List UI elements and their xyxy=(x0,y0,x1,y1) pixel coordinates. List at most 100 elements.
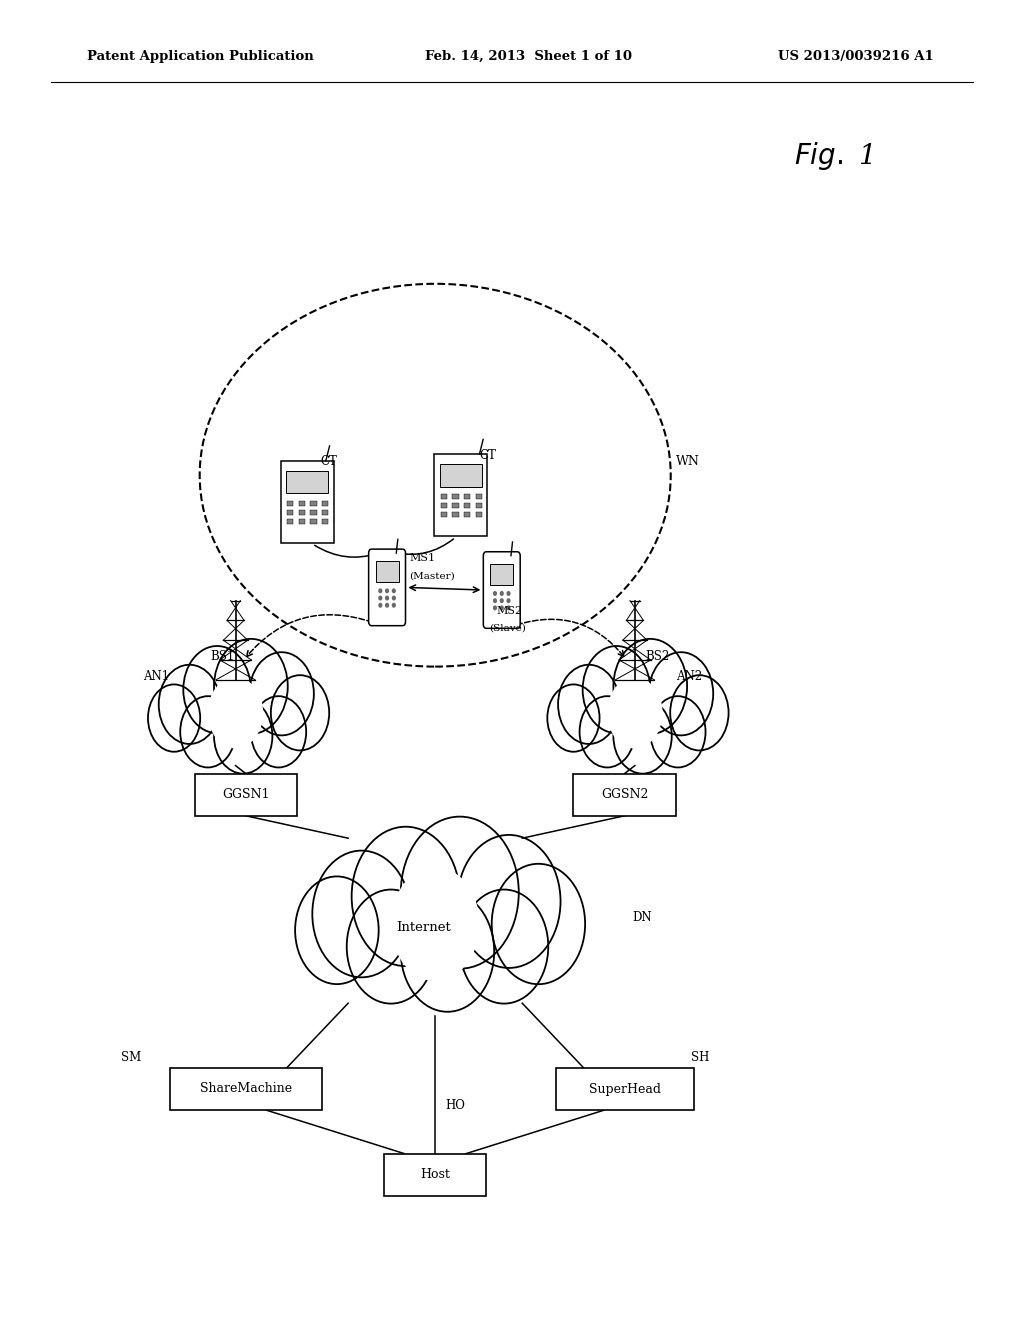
Bar xyxy=(453,512,459,517)
Text: ShareMachine: ShareMachine xyxy=(200,1082,292,1096)
Bar xyxy=(323,500,329,506)
Text: Host: Host xyxy=(420,1168,451,1181)
Circle shape xyxy=(458,836,560,968)
Text: GGSN2: GGSN2 xyxy=(601,788,648,801)
Text: Feb. 14, 2013  Sheet 1 of 10: Feb. 14, 2013 Sheet 1 of 10 xyxy=(425,50,632,63)
Bar xyxy=(310,510,316,515)
Circle shape xyxy=(386,597,388,599)
Text: $\mathit{F}$$\mathit{ig.}$ 1: $\mathit{F}$$\mathit{ig.}$ 1 xyxy=(794,140,872,172)
Circle shape xyxy=(391,867,479,981)
Text: SuperHead: SuperHead xyxy=(589,1082,660,1096)
Text: AN1: AN1 xyxy=(143,669,170,682)
Circle shape xyxy=(501,599,503,602)
Bar xyxy=(555,1068,694,1110)
Circle shape xyxy=(251,696,306,767)
Text: MS2: MS2 xyxy=(497,606,523,616)
FancyBboxPatch shape xyxy=(369,549,406,626)
Bar xyxy=(376,561,398,582)
Circle shape xyxy=(392,589,395,593)
Circle shape xyxy=(671,676,729,750)
Circle shape xyxy=(400,817,519,969)
Bar xyxy=(439,463,482,487)
Circle shape xyxy=(548,685,600,752)
Text: (Master): (Master) xyxy=(410,572,456,581)
Text: SM: SM xyxy=(121,1051,141,1064)
Circle shape xyxy=(507,606,510,610)
Circle shape xyxy=(607,677,663,748)
Bar xyxy=(384,1154,486,1196)
Text: HO: HO xyxy=(445,1098,465,1111)
Circle shape xyxy=(351,826,460,966)
Bar xyxy=(281,461,334,543)
Bar xyxy=(299,500,305,506)
Circle shape xyxy=(392,603,395,607)
Circle shape xyxy=(494,599,497,602)
Bar xyxy=(490,564,513,585)
Text: (Slave): (Slave) xyxy=(489,624,526,634)
Text: DN: DN xyxy=(633,911,652,924)
Circle shape xyxy=(501,606,503,610)
Circle shape xyxy=(507,599,510,602)
Circle shape xyxy=(379,603,382,607)
Bar xyxy=(573,774,676,816)
Circle shape xyxy=(613,698,672,774)
Bar xyxy=(464,494,470,499)
Circle shape xyxy=(295,876,379,985)
Circle shape xyxy=(214,698,272,774)
Bar xyxy=(440,494,446,499)
Bar xyxy=(453,494,459,499)
Bar xyxy=(287,519,293,524)
Bar xyxy=(323,519,329,524)
Text: BS1: BS1 xyxy=(210,649,234,663)
Circle shape xyxy=(558,665,620,744)
Bar xyxy=(299,510,305,515)
Text: SH: SH xyxy=(691,1051,710,1064)
Circle shape xyxy=(580,696,635,767)
Circle shape xyxy=(386,603,388,607)
Circle shape xyxy=(250,652,313,735)
Circle shape xyxy=(494,591,497,595)
Text: US 2013/0039216 A1: US 2013/0039216 A1 xyxy=(778,50,934,63)
Circle shape xyxy=(183,645,251,733)
Text: GGSN1: GGSN1 xyxy=(222,788,269,801)
Bar xyxy=(310,500,316,506)
Circle shape xyxy=(180,696,236,767)
Text: CT: CT xyxy=(321,454,337,467)
Circle shape xyxy=(386,589,388,593)
Bar xyxy=(440,512,446,517)
Bar xyxy=(434,454,487,536)
Bar xyxy=(310,519,316,524)
Bar xyxy=(299,519,305,524)
Circle shape xyxy=(312,850,411,977)
Text: WN: WN xyxy=(676,454,699,467)
Bar xyxy=(476,512,482,517)
Text: AN2: AN2 xyxy=(676,669,702,682)
Circle shape xyxy=(650,696,706,767)
Circle shape xyxy=(148,685,201,752)
Bar xyxy=(453,503,459,508)
Bar xyxy=(287,500,293,506)
Bar xyxy=(286,470,329,494)
Text: Patent Application Publication: Patent Application Publication xyxy=(87,50,313,63)
Text: Internet: Internet xyxy=(396,920,451,933)
Circle shape xyxy=(400,891,495,1011)
Bar xyxy=(464,503,470,508)
Bar xyxy=(464,512,470,517)
Circle shape xyxy=(583,645,650,733)
Circle shape xyxy=(159,665,220,744)
Circle shape xyxy=(460,890,548,1003)
Circle shape xyxy=(494,606,497,610)
Bar xyxy=(170,1068,322,1110)
Bar xyxy=(440,503,446,508)
Bar xyxy=(476,503,482,508)
Circle shape xyxy=(501,591,503,595)
Circle shape xyxy=(392,597,395,599)
Circle shape xyxy=(379,589,382,593)
Circle shape xyxy=(271,676,330,750)
Bar xyxy=(195,774,297,816)
Circle shape xyxy=(507,591,510,595)
Circle shape xyxy=(649,652,713,735)
FancyBboxPatch shape xyxy=(483,552,520,628)
Circle shape xyxy=(347,890,435,1003)
Text: BS2: BS2 xyxy=(645,649,670,663)
